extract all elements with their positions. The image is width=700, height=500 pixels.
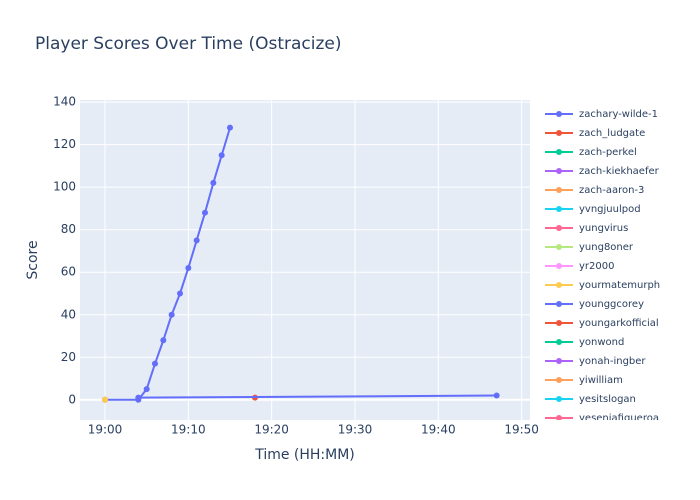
legend-label: zach-aaron-3 — [579, 185, 644, 196]
x-axis-title: Time (HH:MM) — [254, 447, 355, 463]
legend-label: yonah-ingber — [579, 356, 646, 367]
legend-label: yung8oner — [579, 242, 634, 253]
data-point — [152, 360, 158, 367]
x-tick-label: 19:00 — [88, 423, 123, 437]
chart-title: Player Scores Over Time (Ostracize) — [35, 34, 342, 54]
legend-marker — [556, 339, 562, 345]
data-point — [143, 386, 150, 393]
data-point — [177, 290, 183, 297]
x-tick-label: 19:40 — [421, 423, 456, 437]
y-tick-label: 120 — [53, 137, 76, 151]
x-tick-label: 19:30 — [338, 423, 373, 437]
legend-marker — [556, 168, 562, 174]
legend-label: zach-kiekhaefer — [579, 166, 660, 177]
y-tick-label: 100 — [53, 180, 76, 194]
legend-label: yvngjuulpod — [579, 204, 641, 215]
data-point — [227, 124, 233, 131]
data-point — [218, 152, 225, 159]
legend-marker — [556, 149, 562, 155]
legend-marker — [556, 263, 562, 269]
legend-label: zachary-wilde-1 — [579, 109, 658, 120]
legend-label: younggcorey — [579, 299, 644, 310]
plot-area — [80, 100, 530, 420]
y-axis-title: Score — [25, 240, 41, 279]
data-point — [168, 311, 175, 318]
legend-label: yonwond — [579, 337, 624, 348]
legend-marker — [556, 187, 562, 193]
legend-marker — [556, 358, 562, 364]
legend-marker — [556, 244, 562, 250]
legend-label: yeseniafigueroa — [579, 413, 659, 424]
y-tick-label: 80 — [61, 222, 76, 236]
legend-marker — [556, 377, 562, 383]
y-tick-label: 60 — [61, 265, 76, 279]
legend: zachary-wilde-1 zach_ludgate zach-perkel za… — [545, 109, 660, 424]
data-point — [185, 264, 192, 271]
data-point — [135, 394, 142, 401]
legend-marker — [556, 206, 562, 212]
legend-label: yesitslogan — [579, 394, 636, 405]
data-point — [102, 396, 108, 403]
x-tick-label: 19:10 — [171, 423, 206, 437]
legend-marker — [556, 225, 562, 231]
x-tick-label: 19:50 — [504, 423, 539, 437]
legend-label: yr2000 — [579, 261, 614, 272]
legend-label: youngarkofficial — [579, 318, 659, 329]
legend-marker — [556, 282, 562, 288]
legend-marker — [556, 111, 562, 117]
y-tick-label: 20 — [61, 350, 76, 364]
y-tick-label: 40 — [61, 307, 76, 321]
data-point — [193, 237, 200, 244]
y-tick-label: 140 — [53, 95, 76, 109]
legend-label: yourmatemurph — [579, 280, 660, 291]
data-point — [493, 392, 500, 399]
legend-label: yiwilliam — [579, 375, 623, 386]
data-point — [202, 209, 208, 216]
legend-marker — [556, 320, 562, 326]
data-point — [160, 337, 167, 344]
legend-marker — [556, 415, 562, 420]
legend-label: zach_ludgate — [579, 128, 645, 139]
legend-label: yungvirus — [579, 223, 628, 234]
y-tick-label: 0 — [68, 392, 76, 406]
data-point — [210, 179, 217, 186]
legend-marker — [556, 396, 562, 402]
series-line — [138, 394, 497, 399]
x-tick-label: 19:20 — [254, 423, 289, 437]
legend-label: zach-perkel — [579, 147, 637, 158]
legend-marker — [556, 301, 562, 307]
legend-marker — [556, 130, 562, 136]
